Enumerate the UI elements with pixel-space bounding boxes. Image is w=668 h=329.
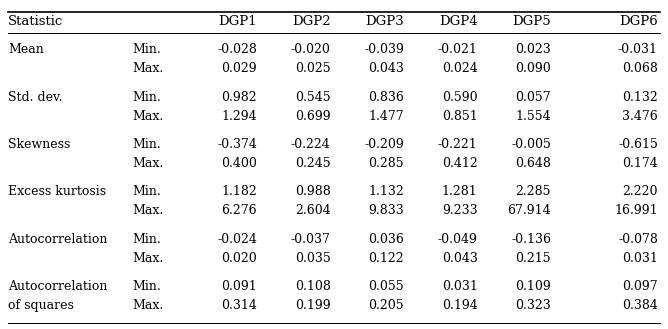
Text: of squares: of squares bbox=[8, 299, 74, 312]
Text: 2.285: 2.285 bbox=[516, 185, 551, 198]
Text: Min.: Min. bbox=[132, 233, 161, 246]
Text: -0.037: -0.037 bbox=[291, 233, 331, 246]
Text: 0.043: 0.043 bbox=[368, 62, 404, 75]
Text: 0.194: 0.194 bbox=[442, 299, 478, 312]
Text: -0.374: -0.374 bbox=[217, 138, 257, 151]
Text: DGP1: DGP1 bbox=[218, 15, 257, 28]
Text: 0.024: 0.024 bbox=[442, 62, 478, 75]
Text: 0.699: 0.699 bbox=[295, 110, 331, 123]
Text: 1.281: 1.281 bbox=[442, 185, 478, 198]
Text: 0.245: 0.245 bbox=[295, 157, 331, 170]
Text: -0.031: -0.031 bbox=[618, 43, 658, 56]
Text: 0.836: 0.836 bbox=[368, 90, 404, 104]
Text: 0.031: 0.031 bbox=[622, 252, 658, 265]
Text: 0.109: 0.109 bbox=[515, 280, 551, 293]
Text: 16.991: 16.991 bbox=[615, 204, 658, 217]
Text: Min.: Min. bbox=[132, 43, 161, 56]
Text: -0.615: -0.615 bbox=[618, 138, 658, 151]
Text: 0.025: 0.025 bbox=[295, 62, 331, 75]
Text: 0.314: 0.314 bbox=[221, 299, 257, 312]
Text: -0.039: -0.039 bbox=[364, 43, 404, 56]
Text: 0.648: 0.648 bbox=[515, 157, 551, 170]
Text: DGP6: DGP6 bbox=[619, 15, 658, 28]
Text: -0.028: -0.028 bbox=[217, 43, 257, 56]
Text: 0.384: 0.384 bbox=[622, 299, 658, 312]
Text: 1.182: 1.182 bbox=[221, 185, 257, 198]
Text: Std. dev.: Std. dev. bbox=[8, 90, 63, 104]
Text: 0.323: 0.323 bbox=[515, 299, 551, 312]
Text: Autocorrelation: Autocorrelation bbox=[8, 233, 108, 246]
Text: DGP5: DGP5 bbox=[512, 15, 551, 28]
Text: 0.174: 0.174 bbox=[622, 157, 658, 170]
Text: Max.: Max. bbox=[132, 62, 164, 75]
Text: 0.545: 0.545 bbox=[295, 90, 331, 104]
Text: DGP4: DGP4 bbox=[439, 15, 478, 28]
Text: 2.604: 2.604 bbox=[295, 204, 331, 217]
Text: 0.020: 0.020 bbox=[221, 252, 257, 265]
Text: 2.220: 2.220 bbox=[623, 185, 658, 198]
Text: DGP2: DGP2 bbox=[292, 15, 331, 28]
Text: 0.108: 0.108 bbox=[295, 280, 331, 293]
Text: Statistic: Statistic bbox=[8, 15, 63, 28]
Text: 0.091: 0.091 bbox=[221, 280, 257, 293]
Text: Min.: Min. bbox=[132, 280, 161, 293]
Text: Min.: Min. bbox=[132, 185, 161, 198]
Text: -0.221: -0.221 bbox=[438, 138, 478, 151]
Text: -0.049: -0.049 bbox=[438, 233, 478, 246]
Text: 1.554: 1.554 bbox=[516, 110, 551, 123]
Text: Max.: Max. bbox=[132, 252, 164, 265]
Text: Max.: Max. bbox=[132, 299, 164, 312]
Text: 0.090: 0.090 bbox=[515, 62, 551, 75]
Text: Autocorrelation: Autocorrelation bbox=[8, 280, 108, 293]
Text: 6.276: 6.276 bbox=[222, 204, 257, 217]
Text: Min.: Min. bbox=[132, 90, 161, 104]
Text: DGP3: DGP3 bbox=[365, 15, 404, 28]
Text: 0.205: 0.205 bbox=[369, 299, 404, 312]
Text: 0.851: 0.851 bbox=[442, 110, 478, 123]
Text: 0.400: 0.400 bbox=[221, 157, 257, 170]
Text: 1.132: 1.132 bbox=[368, 185, 404, 198]
Text: -0.021: -0.021 bbox=[438, 43, 478, 56]
Text: 67.914: 67.914 bbox=[508, 204, 551, 217]
Text: 0.988: 0.988 bbox=[295, 185, 331, 198]
Text: 1.477: 1.477 bbox=[369, 110, 404, 123]
Text: 0.068: 0.068 bbox=[622, 62, 658, 75]
Text: 0.097: 0.097 bbox=[623, 280, 658, 293]
Text: 0.982: 0.982 bbox=[222, 90, 257, 104]
Text: -0.078: -0.078 bbox=[618, 233, 658, 246]
Text: 0.122: 0.122 bbox=[369, 252, 404, 265]
Text: -0.224: -0.224 bbox=[291, 138, 331, 151]
Text: -0.209: -0.209 bbox=[364, 138, 404, 151]
Text: -0.024: -0.024 bbox=[217, 233, 257, 246]
Text: Excess kurtosis: Excess kurtosis bbox=[8, 185, 106, 198]
Text: 0.412: 0.412 bbox=[442, 157, 478, 170]
Text: Skewness: Skewness bbox=[8, 138, 70, 151]
Text: Mean: Mean bbox=[8, 43, 44, 56]
Text: 0.055: 0.055 bbox=[369, 280, 404, 293]
Text: 0.215: 0.215 bbox=[516, 252, 551, 265]
Text: Max.: Max. bbox=[132, 110, 164, 123]
Text: 0.029: 0.029 bbox=[222, 62, 257, 75]
Text: 9.833: 9.833 bbox=[368, 204, 404, 217]
Text: 0.043: 0.043 bbox=[442, 252, 478, 265]
Text: Min.: Min. bbox=[132, 138, 161, 151]
Text: 0.132: 0.132 bbox=[622, 90, 658, 104]
Text: 3.476: 3.476 bbox=[622, 110, 658, 123]
Text: 0.031: 0.031 bbox=[442, 280, 478, 293]
Text: 0.590: 0.590 bbox=[442, 90, 478, 104]
Text: 0.285: 0.285 bbox=[369, 157, 404, 170]
Text: 0.023: 0.023 bbox=[515, 43, 551, 56]
Text: Max.: Max. bbox=[132, 157, 164, 170]
Text: 0.036: 0.036 bbox=[368, 233, 404, 246]
Text: 9.233: 9.233 bbox=[442, 204, 478, 217]
Text: 0.199: 0.199 bbox=[295, 299, 331, 312]
Text: -0.005: -0.005 bbox=[511, 138, 551, 151]
Text: 0.057: 0.057 bbox=[516, 90, 551, 104]
Text: 1.294: 1.294 bbox=[222, 110, 257, 123]
Text: Max.: Max. bbox=[132, 204, 164, 217]
Text: -0.020: -0.020 bbox=[291, 43, 331, 56]
Text: 0.035: 0.035 bbox=[295, 252, 331, 265]
Text: -0.136: -0.136 bbox=[511, 233, 551, 246]
